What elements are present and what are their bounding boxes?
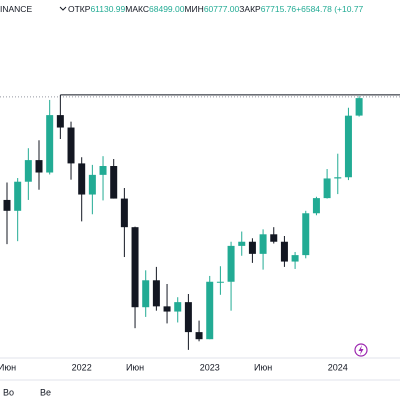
candle-body	[291, 255, 299, 262]
candle-body	[216, 281, 224, 283]
ohlc-label: ОТКР	[68, 4, 91, 14]
candle-body	[206, 281, 214, 340]
x-tick-label: 2023	[200, 362, 220, 372]
ohlc-label: МАКС	[125, 4, 149, 14]
candle-body	[344, 115, 352, 178]
change: +6584.78 (+10.77	[296, 4, 363, 14]
ohlc-label: МИН	[184, 4, 203, 14]
candle-body	[227, 245, 235, 282]
candle-body	[238, 241, 246, 246]
candle-body	[142, 280, 150, 308]
candle-body	[355, 98, 363, 116]
candle-body	[334, 177, 342, 179]
header-chevron[interactable]	[59, 6, 67, 11]
candle-body	[46, 115, 54, 173]
x-tick-label: Июн	[126, 362, 144, 372]
candle-body	[184, 302, 192, 333]
candle-body	[152, 280, 160, 307]
icon-bolt	[358, 345, 364, 355]
footer-tab[interactable]: Во	[3, 387, 14, 397]
candle-body	[56, 115, 64, 128]
ohlc-value: 67715.76	[261, 4, 297, 14]
candle-body	[78, 163, 86, 195]
ohlc-value: 68499.00	[149, 4, 185, 14]
header-values: ОТКР61130.99МАКС68499.00МИН60777.00ЗАКР6…	[68, 4, 364, 14]
candle-body	[163, 306, 171, 312]
candle-body	[312, 198, 320, 214]
candle-body	[302, 213, 310, 256]
footer-tab[interactable]: Ве	[40, 387, 51, 397]
x-tick-label: Июн	[0, 362, 16, 372]
candle-body	[24, 160, 32, 182]
x-tick-label: 2022	[72, 362, 92, 372]
ohlc-value: 60777.00	[204, 4, 240, 14]
candle-body	[174, 302, 182, 312]
candle-body	[195, 332, 203, 340]
header: INANCE	[0, 4, 32, 14]
lightning-icon[interactable]	[354, 343, 368, 357]
candle-body	[323, 178, 331, 199]
candle-body	[67, 127, 75, 164]
ohlc-label: ЗАКР	[239, 4, 261, 14]
candle-body	[270, 234, 278, 242]
candle-body	[259, 234, 267, 254]
candle-body	[280, 241, 288, 262]
candle-body	[110, 166, 118, 199]
ohlc-value: 61130.99	[90, 4, 125, 14]
x-tick-label: Июн	[254, 362, 272, 372]
candle-body	[35, 160, 43, 173]
symbol: INANCE	[0, 4, 32, 14]
candle-body	[248, 241, 256, 254]
candle-body	[120, 198, 128, 228]
candle-body	[131, 227, 139, 308]
candle-body	[14, 181, 22, 211]
x-tick-label: 2024	[328, 362, 348, 372]
candle-body	[3, 199, 11, 211]
candle-body	[99, 166, 107, 175]
candle-body	[88, 174, 96, 195]
